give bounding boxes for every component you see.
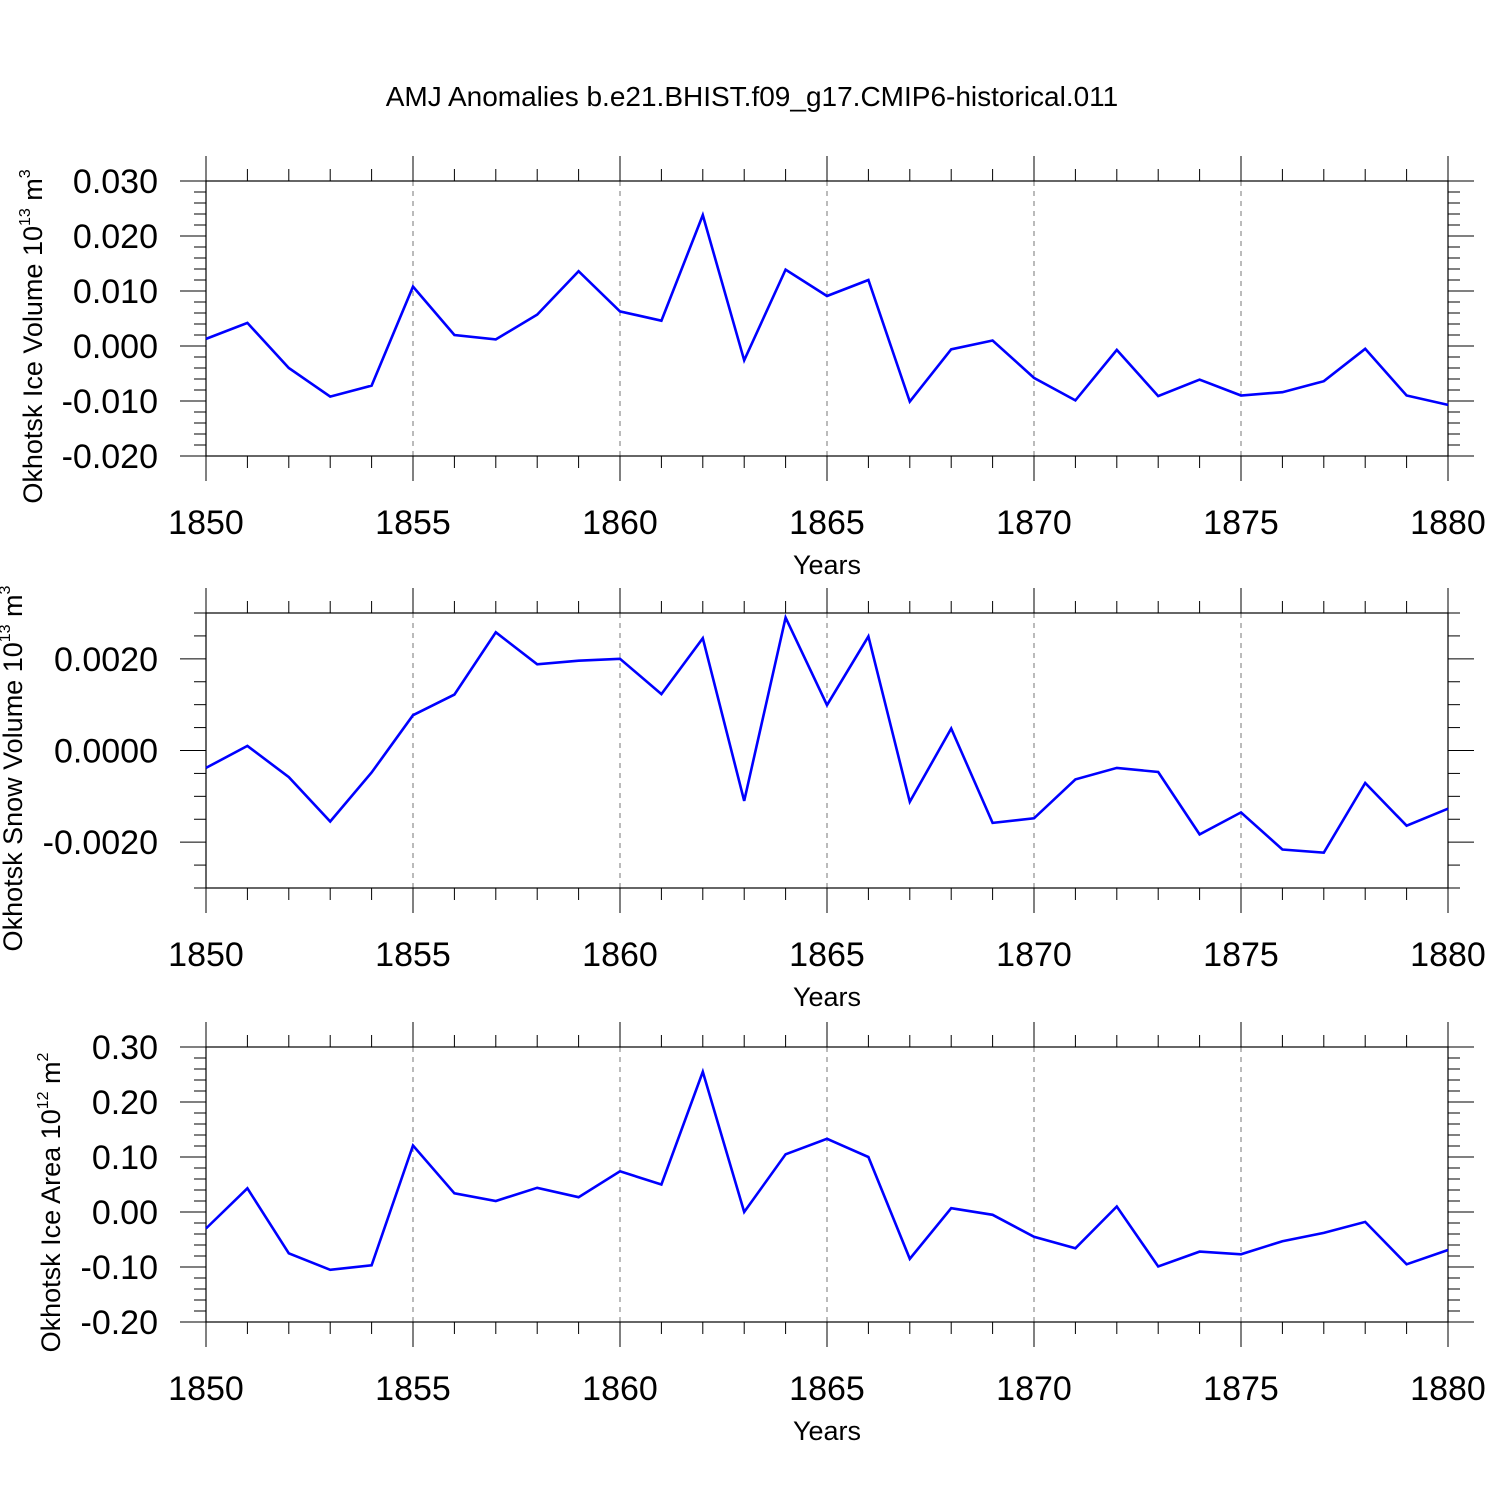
series-line [205,211,1449,407]
y-axis-label-prefix: Okhotsk Ice Area 10 [36,1109,66,1352]
y-tick-label: -0.020 [62,438,158,476]
x-tick-label: 1855 [375,504,451,542]
y-axis-label-unit-exponent: 2 [35,1052,52,1061]
series-line [205,613,1449,855]
y-axis-label-unit: m [18,178,48,208]
chart-panel-2: 1850 1855 1860 1865 1870 1875 1880 Years -0.0020… [0,585,1486,1012]
y-axis-label-exponent: 13 [17,208,34,226]
x-tick-label: 1880 [1410,936,1486,974]
chart-title: AMJ Anomalies b.e21.BHIST.f09_g17.CMIP6-… [386,81,1119,112]
y-tick-label: 0.0020 [54,641,158,679]
x-tick-label: 1865 [789,1370,865,1408]
y-axis-label: Okhotsk Ice Volume 1013 m3 [17,169,48,503]
x-tick-label: 1850 [168,1370,244,1408]
y-tick-label: 0.20 [92,1084,158,1122]
y-axis-label-unit: m [0,594,28,624]
x-axis-label: Years [793,550,861,580]
x-tick-label: 1865 [789,504,865,542]
x-tick-label: 1880 [1410,504,1486,542]
y-axis-label-prefix: Okhotsk Ice Volume 10 [18,226,48,504]
x-tick-label: 1875 [1203,936,1279,974]
y-axis-label-unit-exponent: 3 [17,169,34,178]
x-tick-label: 1870 [996,936,1072,974]
x-tick-label: 1855 [375,936,451,974]
y-tick-label: 0.00 [92,1194,158,1232]
y-axis-label-exponent: 13 [0,624,14,642]
y-tick-label: -0.010 [62,383,158,421]
x-tick-label: 1855 [375,1370,451,1408]
y-tick-label: 0.0000 [54,733,158,771]
y-axis-label: Okhotsk Ice Area 1012 m2 [35,1052,66,1352]
y-tick-label: 0.020 [73,218,158,256]
y-tick-label: -0.20 [81,1304,159,1342]
x-axis-label: Years [793,982,861,1012]
chart-panel-3: 1850 1855 1860 1865 1870 1875 1880 Years -0.20 -0… [35,1022,1486,1446]
y-tick-label: 0.030 [73,163,158,201]
x-tick-label: 1880 [1410,1370,1486,1408]
y-tick-label: 0.10 [92,1139,158,1177]
y-tick-label: -0.10 [81,1249,159,1287]
x-axis-label: Years [793,1416,861,1446]
x-tick-label: 1875 [1203,504,1279,542]
x-tick-label: 1860 [582,936,658,974]
y-axis-label-unit: m [36,1061,66,1091]
x-tick-label: 1870 [996,504,1072,542]
x-tick-label: 1850 [168,936,244,974]
y-tick-label: -0.0020 [43,824,158,862]
x-tick-label: 1860 [582,504,658,542]
series-line [205,1067,1449,1272]
y-tick-label: 0.30 [92,1029,158,1067]
y-tick-label: 0.010 [73,273,158,311]
x-tick-label: 1870 [996,1370,1072,1408]
chart-panel-1: 1850 1855 1860 1865 1870 1875 1880 Years -0.020 -… [17,156,1486,580]
y-axis-label-unit-exponent: 3 [0,585,14,594]
x-tick-label: 1865 [789,936,865,974]
y-axis-label-exponent: 12 [35,1091,52,1109]
y-axis-label-prefix: Okhotsk Snow Volume 10 [0,642,28,951]
y-tick-label: 0.000 [73,328,158,366]
y-axis-label: Okhotsk Snow Volume 1013 m3 [0,585,28,951]
x-tick-label: 1875 [1203,1370,1279,1408]
x-tick-label: 1860 [582,1370,658,1408]
x-tick-label: 1850 [168,504,244,542]
